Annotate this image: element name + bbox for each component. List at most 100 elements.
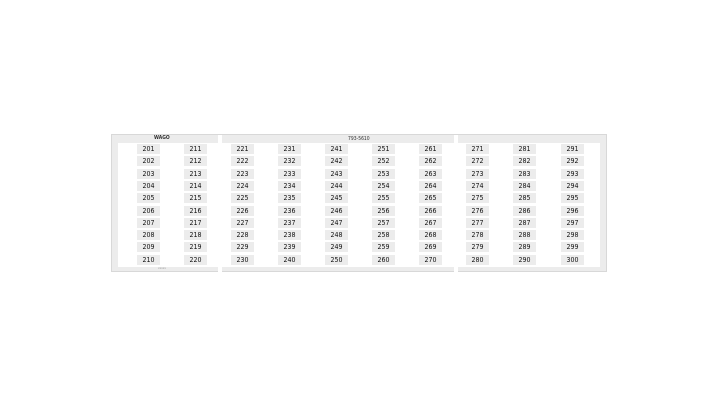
marker-label: 204 [137, 180, 160, 191]
marker-label: 265 [419, 193, 442, 204]
marker-label: 295 [561, 193, 584, 204]
marker-label: 266 [419, 205, 442, 216]
marker-label: 232 [278, 156, 301, 167]
marker-label: 275 [466, 193, 489, 204]
marker-label: 203 [137, 168, 160, 179]
marker-label: 247 [325, 217, 348, 228]
marker-label: 209 [137, 242, 160, 253]
marker-label: 297 [561, 217, 584, 228]
marker-label: 219 [184, 242, 207, 253]
marker-label: 285 [513, 193, 536, 204]
marker-label: 201 [137, 144, 160, 154]
marker-label: 292 [561, 156, 584, 167]
marker-label: 249 [325, 242, 348, 253]
marker-label: 250 [325, 254, 348, 265]
marker-label: 259 [372, 242, 395, 253]
marker-label: 227 [231, 217, 254, 228]
marker-label: 233 [278, 168, 301, 179]
marker-label: 245 [325, 193, 348, 204]
marker-label: 299 [561, 242, 584, 253]
marker-label: 294 [561, 180, 584, 191]
marker-label: 289 [513, 242, 536, 253]
marker-label: 288 [513, 230, 536, 241]
marker-label: 218 [184, 230, 207, 241]
marker-label: 205 [137, 193, 160, 204]
marker-label: 213 [184, 168, 207, 179]
marker-label: 253 [372, 168, 395, 179]
marker-label: 283 [513, 168, 536, 179]
marker-label: 231 [278, 144, 301, 154]
marker-label: 281 [513, 144, 536, 154]
marker-label: 206 [137, 205, 160, 216]
marker-label: 202 [137, 156, 160, 167]
marker-label: 300 [561, 254, 584, 265]
marker-card: WAGO 793-5610 xxxxx 201 202 203 204 205 206 20… [111, 134, 607, 273]
marker-label: 263 [419, 168, 442, 179]
marker-label: 221 [231, 144, 254, 154]
marker-label: 207 [137, 217, 160, 228]
marker-label: 260 [372, 254, 395, 265]
marker-label: 296 [561, 205, 584, 216]
marker-label: 225 [231, 193, 254, 204]
marker-label: 212 [184, 156, 207, 167]
marker-label: 298 [561, 230, 584, 241]
marker-label: 230 [231, 254, 254, 265]
marker-label: 261 [419, 144, 442, 154]
marker-label: 255 [372, 193, 395, 204]
marker-label: 262 [419, 156, 442, 167]
marker-label: 228 [231, 230, 254, 241]
marker-label: 278 [466, 230, 489, 241]
marker-label: 243 [325, 168, 348, 179]
marker-label: 239 [278, 242, 301, 253]
marker-label: 251 [372, 144, 395, 154]
marker-label: 246 [325, 205, 348, 216]
marker-label: 210 [137, 254, 160, 265]
marker-label: 272 [466, 156, 489, 167]
marker-label: 282 [513, 156, 536, 167]
marker-label: 264 [419, 180, 442, 191]
marker-label: 257 [372, 217, 395, 228]
marker-label: 220 [184, 254, 207, 265]
marker-label: 279 [466, 242, 489, 253]
brand-logo: WAGO [154, 135, 170, 141]
marker-label: 287 [513, 217, 536, 228]
marker-label: 248 [325, 230, 348, 241]
marker-label: 222 [231, 156, 254, 167]
marker-label: 224 [231, 180, 254, 191]
marker-label: 223 [231, 168, 254, 179]
marker-label: 215 [184, 193, 207, 204]
marker-label: 273 [466, 168, 489, 179]
marker-label: 244 [325, 180, 348, 191]
marker-label: 277 [466, 217, 489, 228]
marker-label: 270 [419, 254, 442, 265]
marker-label: 269 [419, 242, 442, 253]
marker-label: 211 [184, 144, 207, 154]
marker-label: 216 [184, 205, 207, 216]
marker-label: 280 [466, 254, 489, 265]
marker-label: 226 [231, 205, 254, 216]
serial-text: xxxxx [158, 266, 166, 270]
marker-label: 234 [278, 180, 301, 191]
marker-label: 256 [372, 205, 395, 216]
marker-label: 236 [278, 205, 301, 216]
marker-label: 258 [372, 230, 395, 241]
marker-label: 238 [278, 230, 301, 241]
marker-label: 208 [137, 230, 160, 241]
marker-label: 242 [325, 156, 348, 167]
marker-label: 286 [513, 205, 536, 216]
marker-label: 252 [372, 156, 395, 167]
marker-label: 290 [513, 254, 536, 265]
marker-label: 229 [231, 242, 254, 253]
marker-label: 241 [325, 144, 348, 154]
marker-label: 214 [184, 180, 207, 191]
part-number: 793-5610 [348, 136, 370, 142]
marker-label: 284 [513, 180, 536, 191]
marker-label: 267 [419, 217, 442, 228]
marker-label: 291 [561, 144, 584, 154]
marker-label: 274 [466, 180, 489, 191]
marker-label: 254 [372, 180, 395, 191]
marker-label: 237 [278, 217, 301, 228]
marker-label: 240 [278, 254, 301, 265]
marker-label: 268 [419, 230, 442, 241]
marker-label: 276 [466, 205, 489, 216]
